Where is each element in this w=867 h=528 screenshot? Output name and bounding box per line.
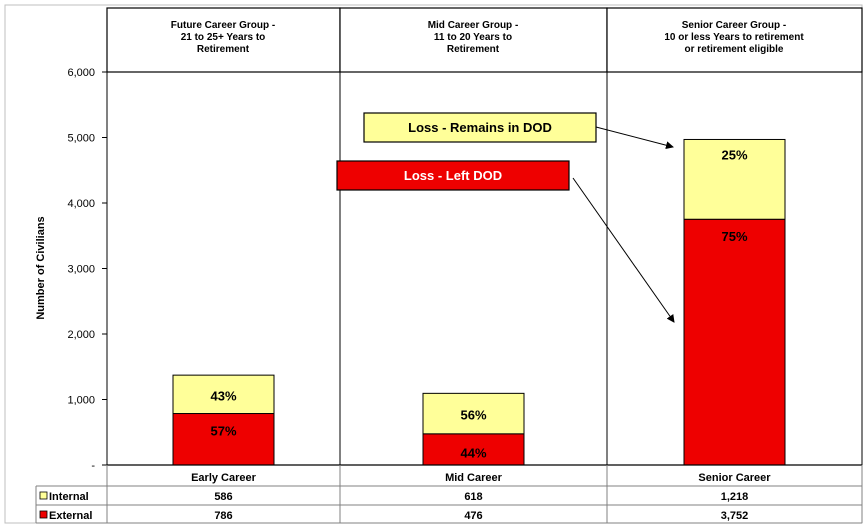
y-tick-label: - [91,460,95,472]
bar-percent-label-internal: 43% [210,388,236,403]
group-header-line: 11 to 20 Years to [434,32,512,43]
bar-internal [172,374,275,415]
group-header-line: Retirement [197,44,250,55]
bars: 57% 43% 44% 56% 75% 25% [172,138,786,466]
x-category-label: Early Career [191,472,257,484]
y-axis-title: Number of Civilians [35,216,47,319]
bar-internal [683,138,786,220]
table-cell-internal: 618 [464,491,482,503]
bar-external [172,413,275,466]
y-tick-label: 4,000 [67,198,95,210]
group-header-line: 21 to 25+ Years to [181,32,266,43]
group-header-line: Mid Career Group - [428,20,519,31]
annotation-label-external: Loss - Left DOD [404,168,502,183]
bar-percent-label-external: 44% [460,445,486,460]
annotation-label-internal: Loss - Remains in DOD [408,120,552,135]
group-header-line: Retirement [447,44,500,55]
bar-internal [422,392,525,435]
group-headers: Future Career Group - 21 to 25+ Years to… [106,7,863,73]
group-header-box [606,7,863,73]
bar-percent-label-external: 75% [721,229,747,244]
y-tick-label: 1,000 [67,395,95,407]
legend-swatch-internal [39,491,48,500]
group-header-line: Future Career Group - [171,20,275,31]
legend-swatch-external [39,510,48,519]
group-header-line: Senior Career Group - [682,20,786,31]
y-tick-label: 5,000 [67,133,95,145]
bar-external [422,433,525,466]
bar-percent-label-internal: 56% [460,408,486,423]
x-category-label: Senior Career [698,472,771,484]
group-header-line: or retirement eligible [685,44,784,55]
annotation-box-external [336,160,570,191]
table-cell-external: 3,752 [721,510,749,522]
annotation-arrow-internal [595,126,674,150]
group-header-box [106,7,341,73]
annotation-arrow-external [572,177,675,323]
legend-label-external: External [49,510,92,522]
bar-external [683,218,786,466]
axes: - 1,000 2,000 3,000 4,000 5,000 6,000 [67,67,863,472]
group-header-box [339,7,608,73]
x-category-label: Mid Career [445,472,503,484]
legend-label-internal: Internal [49,491,89,503]
y-tick-label: 3,000 [67,264,95,276]
table-cell-external: 786 [214,510,232,522]
data-table: Early Career 586 786 Mid Career 618 476 Senior… [35,464,863,524]
bar-percent-label-external: 57% [210,424,236,439]
y-tick-label: 6,000 [67,67,95,79]
y-tick-label: 2,000 [67,329,95,341]
table-cell-internal: 1,218 [721,491,749,503]
bar-percent-label-internal: 25% [721,147,747,162]
table-cell-internal: 586 [214,491,232,503]
group-header-line: 10 or less Years to retirement [664,32,804,43]
annotations: Loss - Remains in DOD Loss - Left DOD [336,112,675,323]
table-cell-external: 476 [464,510,482,522]
